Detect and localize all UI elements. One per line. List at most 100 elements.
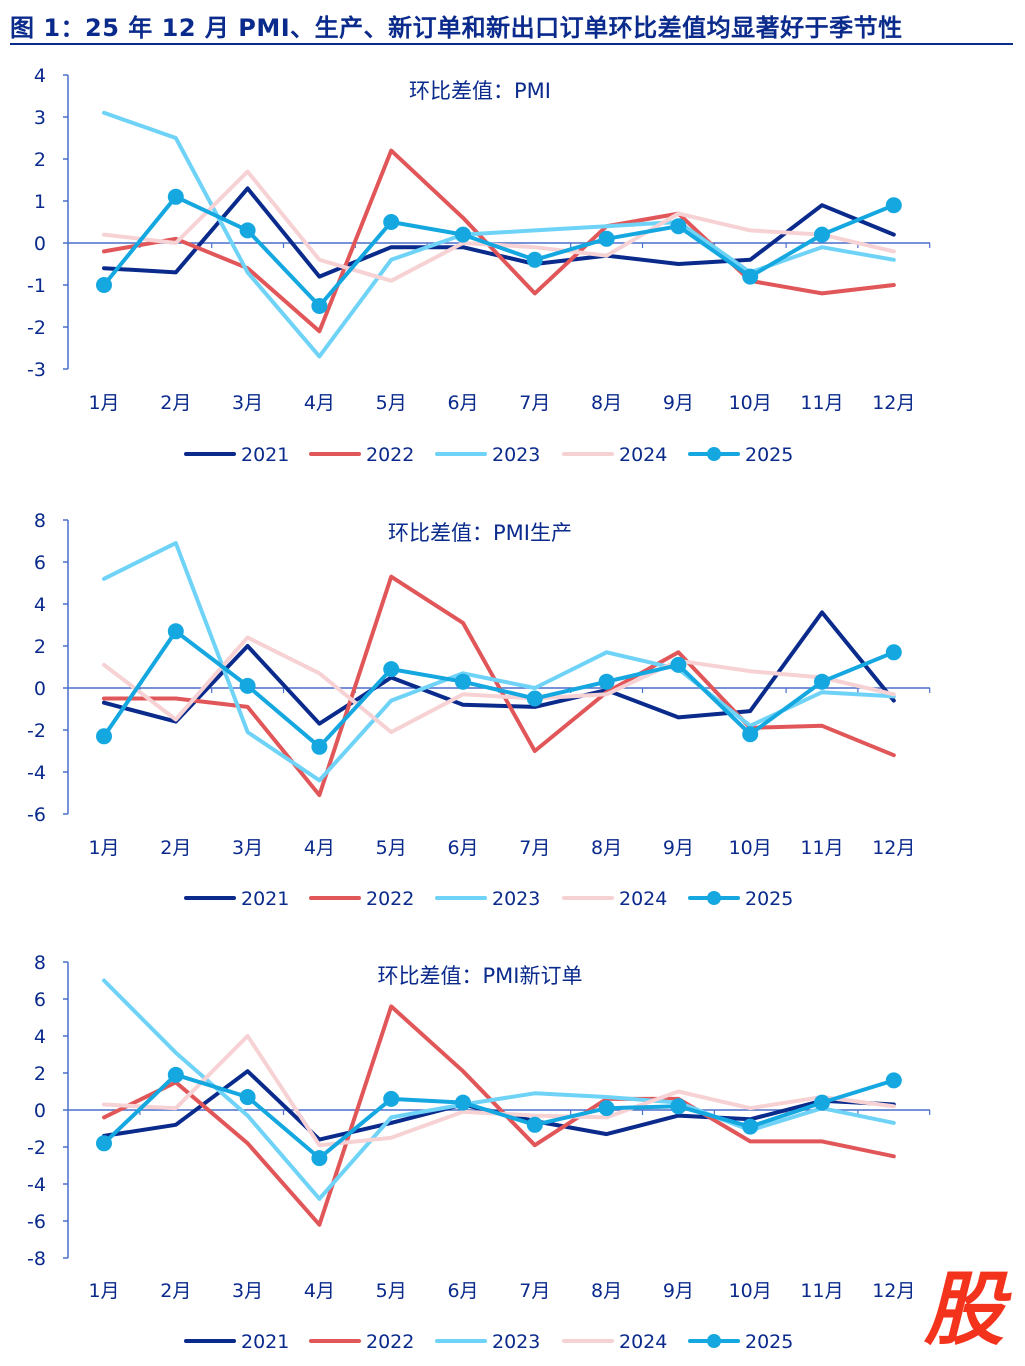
data-point-2025	[455, 1094, 471, 1111]
data-point-2025	[814, 1094, 830, 1111]
y-tick-label: 6	[34, 552, 46, 574]
legend-label-2022: 2022	[366, 1331, 414, 1353]
y-tick-label: 4	[34, 594, 46, 616]
x-tick-label: 8月	[591, 1280, 622, 1302]
x-tick-label: 10月	[729, 837, 772, 859]
data-point-2025	[742, 1118, 759, 1135]
chart-pmi: 4 3 2 1 0 -1 -2 -3 1月 2月 3月 4月 5月 6月 7月 8月 9月 10月 11月 12月 环比…	[27, 65, 931, 466]
y-tick-label: -4	[27, 1174, 46, 1196]
x-tick-label: 2月	[160, 1280, 191, 1302]
data-point-2025	[885, 1072, 902, 1089]
data-point-2025	[670, 656, 687, 673]
data-point-2025	[96, 728, 112, 745]
series-line-2024	[102, 635, 896, 735]
legend-label-2024: 2024	[619, 444, 667, 466]
legend-label-2021: 2021	[241, 444, 289, 466]
x-tick-label: 1月	[88, 837, 119, 859]
legend-label-2022: 2022	[366, 888, 414, 910]
data-point-2025	[455, 226, 471, 243]
title-divider	[10, 43, 1013, 45]
series-line-2025	[102, 1072, 896, 1161]
y-tick-label: -2	[27, 720, 46, 742]
y-tick-label: 0	[34, 678, 46, 700]
data-point-2025	[311, 1150, 328, 1167]
data-point-2025	[670, 1098, 687, 1115]
y-tick-label: -1	[27, 275, 46, 297]
watermark-logo: 股	[924, 1263, 1004, 1356]
data-point-2025	[885, 644, 902, 661]
legend-label-2024: 2024	[619, 1331, 667, 1353]
data-point-2025	[167, 188, 184, 205]
chart-title: 环比差值：PMI新订单	[378, 964, 583, 988]
x-tick-label: 6月	[447, 1280, 478, 1302]
legend-marker-2025	[707, 891, 721, 905]
data-point-2025	[239, 677, 256, 694]
legend-label-2025: 2025	[745, 1331, 793, 1353]
series-line-2023	[102, 541, 896, 783]
y-tick-label: 0	[34, 1100, 46, 1122]
legend-label-2025: 2025	[745, 888, 793, 910]
data-point-2025	[526, 1116, 543, 1133]
y-tick-label: 3	[34, 107, 46, 129]
x-tick-label: 1月	[88, 392, 119, 414]
y-tick-label: -4	[27, 762, 46, 784]
x-tick-label: 3月	[232, 1280, 263, 1302]
x-tick-label: 7月	[519, 392, 550, 414]
x-tick-label: 3月	[232, 837, 263, 859]
x-tick-label: 7月	[519, 837, 550, 859]
series-line-2025	[102, 629, 896, 749]
y-tick-label: 4	[34, 1026, 46, 1048]
y-tick-label: 1	[34, 191, 46, 213]
y-tick-label: -8	[27, 1248, 46, 1270]
data-point-2025	[598, 1100, 615, 1117]
legend-label-2023: 2023	[492, 1331, 540, 1353]
legend-marker-2025	[707, 447, 721, 461]
x-tick-label: 4月	[304, 837, 335, 859]
series-line-2022	[102, 574, 896, 798]
y-tick-label: -6	[27, 1211, 46, 1233]
series-line-2021	[102, 610, 896, 726]
chart-title: 环比差值：PMI生产	[388, 521, 572, 545]
data-point-2025	[96, 1135, 112, 1152]
data-point-2025	[670, 218, 687, 235]
x-tick-label: 9月	[663, 392, 694, 414]
legend-label-2023: 2023	[492, 444, 540, 466]
data-point-2025	[742, 726, 759, 743]
x-tick-label: 5月	[376, 837, 407, 859]
x-tick-label: 9月	[663, 1280, 694, 1302]
series-line-2022	[102, 1004, 896, 1227]
x-tick-label: 8月	[591, 392, 622, 414]
series-line-2022	[102, 148, 896, 334]
x-tick-label: 6月	[447, 837, 478, 859]
y-tick-label: 4	[34, 65, 46, 87]
x-tick-label: 7月	[519, 1280, 550, 1302]
data-point-2025	[814, 673, 830, 690]
data-point-2025	[383, 214, 400, 230]
x-tick-label: 3月	[232, 392, 263, 414]
series-line-2023	[102, 978, 896, 1201]
y-tick-label: -2	[27, 1137, 46, 1159]
x-tick-label: 4月	[304, 392, 335, 414]
x-tick-label: 12月	[872, 392, 915, 414]
data-point-2025	[526, 690, 543, 707]
data-point-2025	[311, 298, 328, 314]
x-tick-label: 9月	[663, 837, 694, 859]
x-tick-label: 8月	[591, 837, 622, 859]
chart-pmi-production: 8 6 4 2 0 -2 -4 -6 1月 2月 3月 4月 5月 6月 7月 8月 9月 10月 11月 12月 环比…	[27, 510, 931, 910]
series-line-2025	[102, 194, 896, 308]
x-tick-label: 10月	[729, 1280, 772, 1302]
data-point-2025	[383, 1090, 400, 1107]
x-tick-label: 11月	[800, 1280, 843, 1302]
data-point-2025	[311, 738, 328, 755]
legend-label-2023: 2023	[492, 888, 540, 910]
y-tick-label: 2	[34, 636, 46, 658]
x-tick-label: 6月	[447, 392, 478, 414]
y-tick-label: -2	[27, 317, 46, 339]
series-line-2023	[102, 110, 896, 359]
y-tick-label: -3	[27, 359, 46, 381]
x-tick-label: 2月	[160, 392, 191, 414]
data-point-2025	[239, 1089, 256, 1106]
legend-label-2025: 2025	[745, 444, 793, 466]
x-tick-label: 5月	[376, 392, 407, 414]
x-tick-label: 5月	[376, 1280, 407, 1302]
